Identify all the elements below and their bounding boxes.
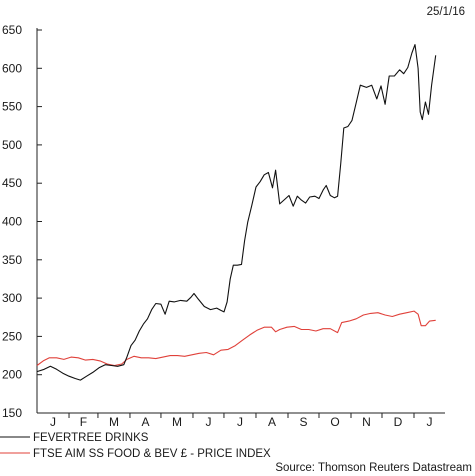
y-tick-label: 350 [2, 253, 22, 267]
series-layer [36, 44, 437, 381]
y-tick-label: 200 [2, 368, 22, 382]
y-tick-label: 550 [2, 100, 22, 114]
y-tick-label: 500 [2, 138, 22, 152]
x-tick-label: A [268, 415, 276, 429]
y-tick-label: 300 [2, 291, 22, 305]
date-label: 25/1/16 [427, 6, 465, 18]
x-tick-label: A [141, 415, 149, 429]
legend: FEVERTREE DRINKS FTSE AIM SS FOOD & BEV … [0, 432, 271, 460]
x-tick-label: J [237, 415, 243, 429]
legend-label-fevertree: FEVERTREE DRINKS [33, 432, 149, 444]
series-line-fevertree [36, 44, 437, 381]
series-line-ftse [36, 310, 436, 367]
plot-area: 150 200 250 300 350 400 450 500 550 600 650 J F M A M J… [2, 23, 445, 429]
y-axis-ticks: 150 200 250 300 350 400 450 500 550 600 650 [2, 23, 42, 420]
x-tick-label: S [299, 415, 307, 429]
y-tick-label: 600 [2, 61, 22, 75]
legend-item-ftse: FTSE AIM SS FOOD & BEV £ - PRICE INDEX [0, 448, 271, 460]
y-tick-label: 400 [2, 215, 22, 229]
x-tick-label: J [205, 415, 211, 429]
x-tick-label: O [330, 415, 339, 429]
x-tick-label: D [394, 415, 403, 429]
x-tick-label: J [427, 415, 433, 429]
y-tick-label: 450 [2, 176, 22, 190]
x-tick-label: M [172, 415, 182, 429]
legend-label-ftse: FTSE AIM SS FOOD & BEV £ - PRICE INDEX [33, 448, 271, 460]
legend-item-fevertree: FEVERTREE DRINKS [0, 432, 149, 444]
y-tick-label: 250 [2, 329, 22, 343]
x-tick-label: M [109, 415, 119, 429]
x-tick-label: J [50, 415, 56, 429]
x-tick-label: N [362, 415, 371, 429]
y-tick-label: 650 [2, 23, 22, 37]
x-tick-label: F [80, 415, 87, 429]
y-tick-label: 150 [2, 406, 22, 420]
source-credit: Source: Thomson Reuters Datastream [275, 462, 472, 474]
